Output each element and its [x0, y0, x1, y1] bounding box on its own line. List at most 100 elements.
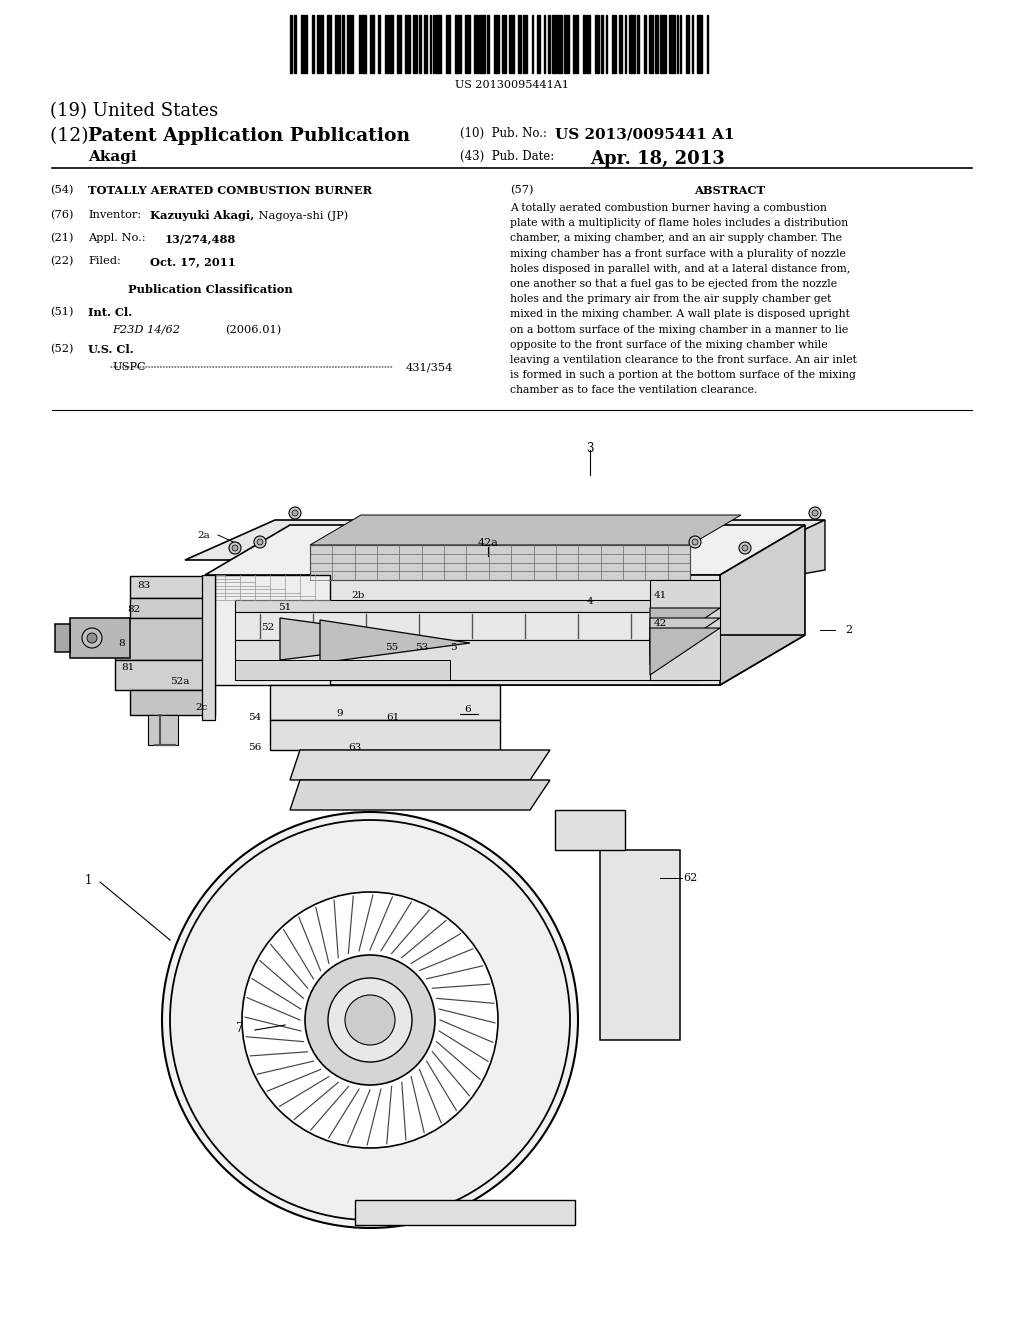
Bar	[625, 15, 626, 73]
Bar	[686, 15, 689, 73]
Bar	[669, 15, 675, 73]
Polygon shape	[319, 620, 470, 663]
Polygon shape	[234, 601, 680, 612]
Text: 55: 55	[385, 644, 398, 652]
Bar	[548, 15, 551, 73]
Circle shape	[809, 507, 821, 519]
Bar	[601, 15, 602, 73]
Bar	[327, 15, 331, 73]
Circle shape	[170, 820, 570, 1220]
Text: 6: 6	[465, 705, 471, 714]
Bar	[465, 15, 470, 73]
Bar	[435, 15, 440, 73]
Text: holes disposed in parallel with, and at a lateral distance from,: holes disposed in parallel with, and at …	[510, 264, 850, 273]
Text: (19) United States: (19) United States	[50, 102, 218, 120]
Text: chamber as to face the ventilation clearance.: chamber as to face the ventilation clear…	[510, 385, 758, 396]
Text: holes and the primary air from the air supply chamber get: holes and the primary air from the air s…	[510, 294, 831, 304]
Text: is formed in such a portion at the bottom surface of the mixing: is formed in such a portion at the botto…	[510, 370, 856, 380]
Bar	[572, 15, 579, 73]
Text: 4: 4	[587, 598, 593, 606]
Bar	[406, 15, 410, 73]
Bar	[397, 15, 400, 73]
Bar	[538, 15, 541, 73]
Circle shape	[739, 543, 751, 554]
Text: 53: 53	[416, 644, 429, 652]
Bar	[587, 15, 590, 73]
Bar	[552, 15, 557, 73]
Bar	[455, 15, 461, 73]
Text: 56: 56	[249, 743, 261, 752]
Bar	[389, 15, 393, 73]
Bar	[385, 15, 387, 73]
Bar	[358, 15, 360, 73]
Bar	[319, 15, 324, 73]
Bar	[544, 15, 545, 73]
Text: A totally aerated combustion burner having a combustion: A totally aerated combustion burner havi…	[510, 203, 826, 213]
Polygon shape	[234, 660, 450, 680]
Bar	[494, 15, 500, 73]
Bar	[370, 15, 374, 73]
Circle shape	[812, 510, 818, 516]
Polygon shape	[600, 850, 680, 1040]
Bar	[378, 15, 380, 73]
Polygon shape	[330, 576, 720, 685]
Text: opposite to the front surface of the mixing chamber while: opposite to the front surface of the mix…	[510, 339, 827, 350]
Polygon shape	[650, 579, 720, 680]
Text: (51): (51)	[50, 308, 74, 317]
Text: Filed:: Filed:	[88, 256, 121, 267]
Bar	[479, 15, 485, 73]
Circle shape	[254, 536, 266, 548]
Bar	[558, 15, 561, 73]
Text: (43)  Pub. Date:: (43) Pub. Date:	[460, 150, 554, 162]
Bar	[312, 15, 314, 73]
Text: 2a: 2a	[198, 531, 210, 540]
Text: 82: 82	[127, 606, 140, 615]
Bar	[637, 15, 639, 73]
Text: one another so that a fuel gas to be ejected from the nozzle: one another so that a fuel gas to be eje…	[510, 279, 838, 289]
Text: F23D 14/62: F23D 14/62	[112, 325, 180, 335]
Bar	[654, 15, 657, 73]
Bar	[430, 15, 431, 73]
Bar	[502, 15, 506, 73]
Text: 5: 5	[450, 644, 457, 652]
Polygon shape	[148, 715, 178, 744]
Polygon shape	[205, 635, 805, 685]
Polygon shape	[355, 1200, 575, 1225]
Bar	[629, 15, 635, 73]
Circle shape	[229, 543, 241, 554]
Bar	[595, 15, 599, 73]
Text: 8: 8	[119, 639, 125, 648]
Bar	[346, 15, 349, 73]
Text: 61: 61	[386, 714, 399, 722]
Text: 13/274,488: 13/274,488	[165, 234, 237, 244]
Text: (12): (12)	[50, 127, 94, 145]
Text: 2b: 2b	[351, 590, 365, 599]
Text: U.S. Cl.: U.S. Cl.	[88, 345, 133, 355]
Polygon shape	[310, 545, 690, 579]
Text: Int. Cl.: Int. Cl.	[88, 308, 132, 318]
Text: 2: 2	[845, 624, 852, 635]
Bar	[564, 15, 569, 73]
Bar	[342, 15, 344, 73]
Circle shape	[257, 539, 263, 545]
Bar	[474, 15, 478, 73]
Polygon shape	[202, 576, 215, 719]
Text: 52a: 52a	[170, 677, 189, 686]
Circle shape	[345, 995, 395, 1045]
Bar	[649, 15, 653, 73]
Text: leaving a ventilation clearance to the front surface. An air inlet: leaving a ventilation clearance to the f…	[510, 355, 857, 366]
Text: 3: 3	[587, 441, 594, 454]
Text: (52): (52)	[50, 345, 74, 354]
Polygon shape	[55, 624, 70, 652]
Text: 62: 62	[683, 873, 697, 883]
Bar	[419, 15, 421, 73]
Polygon shape	[740, 520, 825, 585]
Bar	[424, 15, 427, 73]
Circle shape	[328, 978, 412, 1063]
Circle shape	[292, 510, 298, 516]
Bar	[643, 15, 646, 73]
Circle shape	[82, 628, 102, 648]
Text: USPC: USPC	[112, 362, 145, 372]
Polygon shape	[650, 618, 720, 665]
Text: on a bottom surface of the mixing chamber in a manner to lie: on a bottom surface of the mixing chambe…	[510, 325, 848, 334]
